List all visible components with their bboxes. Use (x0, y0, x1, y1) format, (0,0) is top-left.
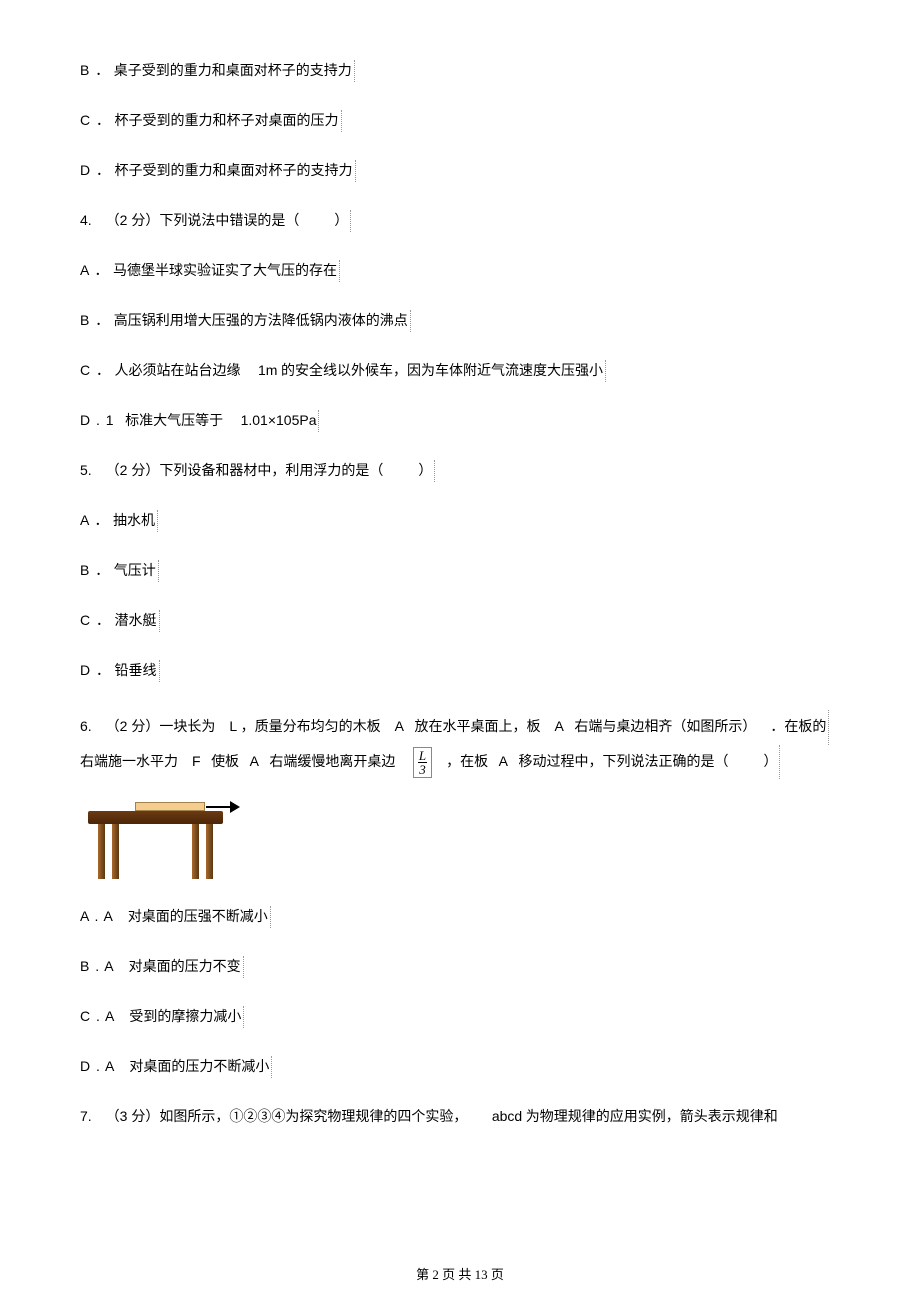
option-text: 高压锅利用增大压强的方法降低锅内液体的沸点 (114, 314, 408, 329)
stem-close: ） (763, 755, 777, 770)
stem-seg: 右端缓慢地离开桌边 (269, 755, 395, 770)
option-text-pre: 人必须站在站台边缘 (115, 364, 241, 379)
option-letter: B . A (80, 958, 115, 974)
option-text: 对桌面的压力不断减小 (129, 1060, 269, 1075)
option-text-pre: 标准大气压等于 (125, 414, 223, 429)
option-letter: D . A (80, 1058, 115, 1074)
stem-seg: 放在水平桌面上，板 (415, 720, 541, 735)
stem-close: ） (334, 214, 348, 229)
plank-shape (135, 802, 205, 811)
option-text: 杯子受到的重力和桌面对杯子的支持力 (115, 164, 353, 179)
q5-option-b: B ． 气压计 (80, 560, 840, 582)
fraction-icon: L 3 (413, 747, 432, 778)
q3-option-c: C ． 杯子受到的重力和杯子对桌面的压力 (80, 110, 840, 132)
option-text: 潜水艇 (115, 614, 157, 629)
arrow-head-icon (230, 801, 240, 813)
table-diagram-icon (80, 787, 240, 882)
stem-seg: 7. （3 分）如图所示，①②③④为探究物理规律的四个实验， (80, 1108, 467, 1124)
option-text: 对桌面的压强不断减小 (128, 910, 268, 925)
q6-option-a: A . A 对桌面的压强不断减小 (80, 906, 840, 928)
q6-option-c: C . A 受到的摩擦力减小 (80, 1006, 840, 1028)
stem-seg: A (499, 753, 508, 769)
option-letter: B ． (80, 312, 110, 328)
table-leg (192, 824, 199, 879)
q4-option-d: D . 1 标准大气压等于 1.01×105Pa (80, 410, 840, 432)
option-letter: D ． (80, 162, 111, 178)
stem-seg: abcd (492, 1108, 522, 1124)
option-letter: A ． (80, 512, 109, 528)
stem-seg: A (395, 718, 404, 734)
option-letter: C ． (80, 112, 111, 128)
option-letter: B ． (80, 562, 110, 578)
option-letter: C ． (80, 362, 111, 378)
option-letter: A ． (80, 262, 109, 278)
stem-seg: 移动过程中，下列说法正确的是（ (518, 755, 728, 770)
footer-text: 第 2 页 共 13 页 (416, 1267, 504, 1282)
option-text: 气压计 (114, 564, 156, 579)
table-leg (206, 824, 213, 879)
stem-seg: 6. （2 分）一块长为 (80, 718, 215, 734)
option-text: 铅垂线 (115, 664, 157, 679)
fraction-num: L (418, 749, 427, 763)
q6-option-d: D . A 对桌面的压力不断减小 (80, 1056, 840, 1078)
q4-option-b: B ． 高压锅利用增大压强的方法降低锅内液体的沸点 (80, 310, 840, 332)
option-letter: C . A (80, 1008, 115, 1024)
q3-option-b: B ． 桌子受到的重力和桌面对杯子的支持力 (80, 60, 840, 82)
page-footer: 第 2 页 共 13 页 (0, 1264, 920, 1283)
stem-seg: A (555, 718, 564, 734)
q5-stem: 5. （2 分）下列设备和器材中，利用浮力的是（ ） (80, 460, 840, 482)
option-text: 对桌面的压力不变 (129, 960, 241, 975)
q5-option-c: C ． 潜水艇 (80, 610, 840, 632)
stem-seg: A (250, 753, 259, 769)
stem-seg: ，质量分布均匀的木板 (241, 720, 381, 735)
option-letter: D ． (80, 662, 111, 678)
option-letter: C ． (80, 612, 111, 628)
stem-seg: F (192, 753, 201, 769)
table-leg (112, 824, 119, 879)
q4-option-a: A ． 马德堡半球实验证实了大气压的存在 (80, 260, 840, 282)
q4-stem: 4. （2 分）下列说法中错误的是（ ） (80, 210, 840, 232)
option-text: 抽水机 (113, 514, 155, 529)
stem-seg: ．在板的 (770, 720, 826, 735)
stem-seg: 右端施一水平力 (80, 755, 178, 770)
fraction-den: 3 (418, 763, 427, 776)
stem-seg: 右端与桌边相齐（如图所示） (574, 720, 756, 735)
option-text: 杯子受到的重力和杯子对桌面的压力 (115, 114, 339, 129)
tabletop-shape (88, 811, 223, 824)
q3-option-d: D ． 杯子受到的重力和桌面对杯子的支持力 (80, 160, 840, 182)
option-text-post: 的安全线以外候车，因为车体附近气流速度大压强小 (281, 364, 603, 379)
stem-seg: 使板 (211, 755, 239, 770)
stem-text: 5. （2 分）下列设备和器材中，利用浮力的是（ (80, 462, 383, 478)
option-text-mid: 1m (258, 362, 277, 378)
option-letter: D . 1 (80, 412, 115, 428)
q6-stem: 6. （2 分）一块长为 L ，质量分布均匀的木板 A 放在水平桌面上，板 A … (80, 710, 840, 779)
q5-option-d: D ． 铅垂线 (80, 660, 840, 682)
table-leg (98, 824, 105, 879)
option-text: 马德堡半球实验证实了大气压的存在 (113, 264, 337, 279)
stem-close: ） (418, 464, 432, 479)
option-text: 桌子受到的重力和桌面对杯子的支持力 (114, 64, 352, 79)
q6-option-b: B . A 对桌面的压力不变 (80, 956, 840, 978)
option-letter: B ． (80, 62, 110, 78)
stem-seg: 为物理规律的应用实例，箭头表示规律和 (526, 1110, 778, 1125)
option-text: 受到的摩擦力减小 (129, 1010, 241, 1025)
stem-seg: L (229, 718, 237, 734)
q4-option-c: C ． 人必须站在站台边缘 1m 的安全线以外候车，因为车体附近气流速度大压强小 (80, 360, 840, 382)
q5-option-a: A ． 抽水机 (80, 510, 840, 532)
option-letter: A . A (80, 908, 114, 924)
stem-text: 4. （2 分）下列说法中错误的是（ (80, 212, 299, 228)
stem-seg: ，在板 (446, 755, 488, 770)
q7-stem: 7. （3 分）如图所示，①②③④为探究物理规律的四个实验， abcd 为物理规… (80, 1106, 840, 1128)
option-text-mid: 1.01×105Pa (241, 412, 317, 428)
